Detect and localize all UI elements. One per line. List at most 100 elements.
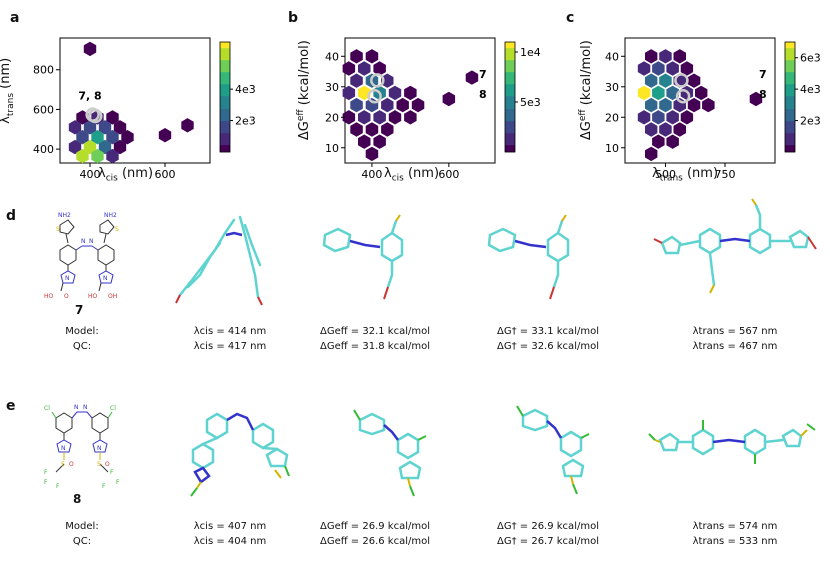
colorbar-slice xyxy=(505,143,515,145)
colorbar-slice xyxy=(785,146,795,148)
hexbin-cell xyxy=(645,73,658,88)
colorbar-slice xyxy=(220,149,230,151)
colorbar-slice xyxy=(220,110,230,112)
hexbin-cell xyxy=(666,61,679,76)
structure-7-geff-3d xyxy=(322,214,404,300)
colorbar-slice xyxy=(505,102,515,104)
colorbar-slice xyxy=(505,70,515,72)
hexbin-cell xyxy=(404,110,417,125)
hexbin-cell xyxy=(91,148,104,164)
colorbar-slice xyxy=(505,46,515,48)
colorbar-slice xyxy=(220,108,230,110)
thiophene-ring-right xyxy=(99,219,115,235)
colorbar-slice xyxy=(785,49,795,51)
colorbar-slice xyxy=(785,129,795,131)
colorbar-slice xyxy=(785,97,795,99)
colorbar-slice xyxy=(785,127,795,129)
hexbin-plot-c: 500 750 10 20 30 40 2e3 4e3 6e3 7 8 xyxy=(605,37,821,181)
hexbin-cell xyxy=(687,97,701,113)
colorbar-slice xyxy=(505,72,515,74)
atom-n-azo-e1: N xyxy=(74,404,79,411)
colorbar-slice xyxy=(505,134,515,136)
atom-f-e3: F xyxy=(56,483,60,490)
colorbar-slice xyxy=(505,101,515,103)
colorbar-slice xyxy=(220,143,230,145)
colorbar-slice xyxy=(220,90,230,92)
colorbar-slice xyxy=(505,83,515,85)
hexbin-cell xyxy=(465,70,479,85)
hexbin-cell xyxy=(373,134,386,149)
colorbar-slice xyxy=(785,102,795,104)
colorbar-slice xyxy=(785,94,795,96)
colorbar-slice xyxy=(220,98,230,100)
colorbar xyxy=(784,41,796,153)
colorbar-slice xyxy=(785,137,795,139)
colorbar-slice xyxy=(505,127,515,129)
colorbar-slice xyxy=(505,145,515,147)
colorbar-slice xyxy=(785,112,795,114)
colorbar-slice xyxy=(785,83,795,85)
hexbin-cell xyxy=(365,122,379,137)
colorbar-slice xyxy=(785,62,795,64)
annotation-7: 7 xyxy=(479,68,487,81)
y-tick-label: 30 xyxy=(605,81,619,94)
colorbar-slice xyxy=(785,105,795,107)
x-tick-label: 400 xyxy=(80,168,101,181)
d-geff-qc: ΔGeff = 31.8 kcal/mol xyxy=(319,341,430,352)
hexbin-cell xyxy=(381,122,394,137)
colorbar-slice xyxy=(220,133,230,135)
colorbar-slice xyxy=(220,107,230,109)
hexbin-cell xyxy=(121,130,134,145)
colorbar-slice xyxy=(220,101,230,103)
colorbar-slice xyxy=(220,120,230,122)
colorbar-slice xyxy=(220,123,230,125)
colorbar-slice xyxy=(505,113,515,115)
colorbar-tick-label: 4e3 xyxy=(800,83,821,96)
colorbar-tick-label: 2e3 xyxy=(800,115,821,128)
colorbar-slice xyxy=(785,61,795,63)
colorbar-slice xyxy=(785,104,795,106)
colorbar-slice xyxy=(220,131,230,133)
colorbar-slice xyxy=(785,109,795,111)
colorbar-slice xyxy=(505,89,515,91)
colorbar-slice xyxy=(220,42,230,44)
colorbar-slice xyxy=(220,125,230,127)
colorbar-slice xyxy=(505,77,515,79)
colorbar-slice xyxy=(220,58,230,60)
row-e-qc-label: QC: xyxy=(72,536,92,547)
colorbar-slice xyxy=(505,80,515,82)
colorbar-slice xyxy=(220,139,230,141)
hexbin-cell xyxy=(83,41,97,57)
x-tick-label: 600 xyxy=(155,168,176,181)
colorbar-slice xyxy=(505,131,515,133)
hexbin-cell xyxy=(365,146,379,162)
colorbar-slice xyxy=(220,83,230,85)
colorbar-slice xyxy=(505,124,515,126)
hexbin-cell xyxy=(404,85,417,101)
colorbar-slice xyxy=(220,51,230,53)
colorbar-slice xyxy=(220,65,230,67)
hexbin-cell xyxy=(113,139,127,155)
colorbar-slice xyxy=(785,103,795,105)
hexbin-cell xyxy=(659,122,672,137)
colorbar-slice xyxy=(505,51,515,53)
colorbar-slice xyxy=(785,54,795,56)
colorbar-slice xyxy=(505,148,515,150)
colorbar-slice xyxy=(505,111,515,113)
colorbar-slice xyxy=(505,135,515,137)
e-geff-model: ΔGeff = 26.9 kcal/mol xyxy=(319,521,430,532)
structure-8-gdag-3d xyxy=(516,405,590,495)
colorbar-slice xyxy=(505,130,515,132)
hexbin-cell xyxy=(106,110,119,125)
y-tick-label: 400 xyxy=(33,143,54,156)
ylabel-a: λtrans (nm) xyxy=(0,57,16,124)
colorbar-slice xyxy=(220,121,230,123)
panel-letter-d: d xyxy=(6,208,17,224)
colorbar-slice xyxy=(505,53,515,55)
e-gdag-model: ΔG† = 26.9 kcal/mol xyxy=(497,521,599,532)
colorbar-slice xyxy=(505,118,515,120)
annotation-8: 8 xyxy=(759,88,767,101)
hexbin-cell xyxy=(358,110,371,125)
hexbin-plot-a: 400 600 400 600 800 2e3 4e3 7, 8 xyxy=(33,37,256,181)
colorbar-slice xyxy=(785,99,795,101)
